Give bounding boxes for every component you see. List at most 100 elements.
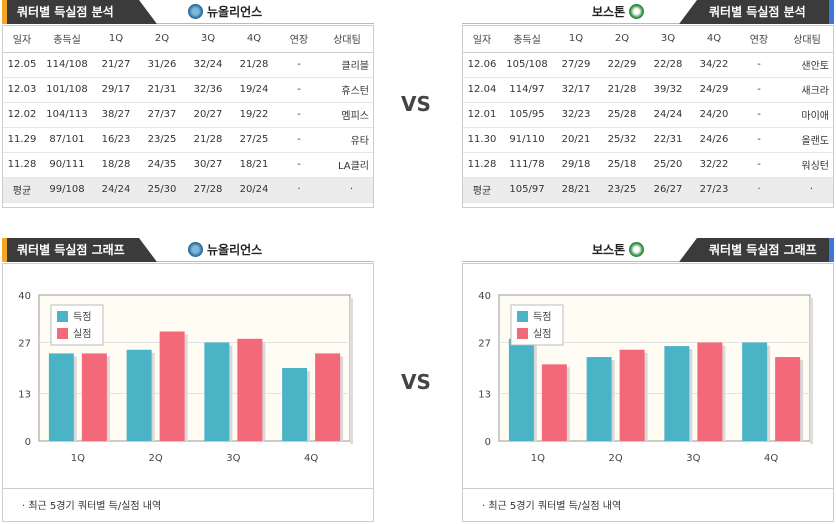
left-graph-header: 쿼터별 득실점 그래프 뉴올리언스	[2, 238, 374, 262]
table-header-cell: 연장	[277, 26, 321, 53]
table-header-cell: 연장	[737, 26, 781, 53]
celtics-logo-icon	[629, 4, 645, 19]
table-cell: 30/27	[185, 152, 231, 178]
table-row: 12.04 114/97 32/17 21/28 39/32 24/29- 새크라	[463, 77, 833, 103]
table-average-cell: 27/28	[185, 177, 231, 203]
bar-scored	[204, 342, 230, 441]
table-cell: 91/110	[501, 127, 553, 153]
right-graph-title: 쿼터별 득실점 그래프	[679, 238, 829, 262]
y-tick-label: 13	[18, 390, 31, 401]
right-quarter-table: 일자 총득실 1Q 2Q 3Q 4Q 연장 상대팀 12.06 105/108 27/29 22/29…	[463, 26, 833, 203]
left-accent-bar	[2, 0, 7, 24]
x-tick-label: 4Q	[764, 453, 778, 464]
table-row: 11.28 90/111 18/28 24/35 30/27 18/21- LA클리	[3, 152, 373, 178]
legend-swatch	[517, 328, 528, 339]
table-header-cell: 1Q	[553, 26, 599, 53]
table-cell: 111/78	[501, 152, 553, 178]
table-row: 11.30 91/110 20/21 25/32 22/31 24/26- 올랜도	[463, 127, 833, 153]
left-team-name: 뉴올리언스	[188, 3, 262, 20]
table-header-cell: 1Q	[93, 26, 139, 53]
table-average-cell: 25/30	[139, 177, 185, 203]
table-average-cell: 평균	[3, 177, 41, 203]
table-cell: 105/95	[501, 102, 553, 128]
table-cell: 11.30	[463, 127, 501, 153]
table-cell: 32/22	[691, 152, 737, 178]
table-row: 12.03 101/108 29/17 21/31 32/36 19/24- 휴스턴	[3, 77, 373, 103]
legend-swatch	[57, 311, 68, 322]
table-cell: 25/32	[599, 127, 645, 153]
left-table-header: 쿼터별 득실점 분석 뉴올리언스	[2, 0, 374, 24]
table-cell: 32/17	[553, 77, 599, 103]
table-average-cell: 23/25	[599, 177, 645, 203]
left-chart-note: · 최근 5경기 쿼터별 득/실점 내역	[22, 501, 162, 512]
table-cell: -	[737, 127, 781, 153]
table-cell: 샌안토	[781, 52, 833, 78]
table-cell: 25/20	[645, 152, 691, 178]
table-average-cell: 99/108	[41, 177, 93, 203]
table-cell: 19/24	[231, 77, 277, 103]
table-cell: 11.28	[463, 152, 501, 178]
table-cell: 25/28	[599, 102, 645, 128]
legend-swatch	[517, 311, 528, 322]
table-cell: -	[737, 102, 781, 128]
right-table-title: 쿼터별 득실점 분석	[679, 0, 829, 24]
y-tick-label: 27	[478, 338, 491, 349]
table-cell: 114/108	[41, 52, 93, 78]
y-tick-label: 13	[478, 390, 491, 401]
right-graph-team-label: 보스톤	[592, 243, 626, 257]
table-average-cell: ·	[321, 177, 373, 203]
table-average-cell: 105/97	[501, 177, 553, 203]
vs-label-bottom: VS	[401, 370, 431, 394]
table-cell: 12.03	[3, 77, 41, 103]
bar-allowed	[775, 357, 801, 441]
table-row: 12.06 105/108 27/29 22/29 22/28 34/22- 샌안토	[463, 52, 833, 78]
table-header-cell: 2Q	[139, 26, 185, 53]
left-table-title: 쿼터별 득실점 분석	[7, 0, 157, 24]
right-graph-accent-bar	[829, 238, 834, 262]
table-cell: 20/27	[185, 102, 231, 128]
table-average-cell: 평균	[463, 177, 501, 203]
table-cell: -	[737, 52, 781, 78]
table-header-cell: 4Q	[231, 26, 277, 53]
legend-label: 실점	[533, 328, 551, 340]
bar-allowed	[81, 353, 107, 441]
table-cell: 11.28	[3, 152, 41, 178]
left-team-label: 뉴올리언스	[207, 5, 263, 19]
x-tick-label: 2Q	[149, 453, 163, 464]
table-cell: 87/101	[41, 127, 93, 153]
table-cell: 104/113	[41, 102, 93, 128]
table-cell: 마이애	[781, 102, 833, 128]
table-cell: 18/28	[93, 152, 139, 178]
table-cell: 101/108	[41, 77, 93, 103]
table-cell: 38/27	[93, 102, 139, 128]
bar-scored	[282, 368, 308, 441]
x-tick-label: 3Q	[226, 453, 240, 464]
x-tick-label: 1Q	[531, 453, 545, 464]
table-average-cell: 28/21	[553, 177, 599, 203]
plot-shadow	[350, 298, 353, 444]
right-team-name: 보스톤	[592, 3, 645, 20]
table-row: 11.28 111/78 29/18 25/18 25/20 32/22- 워싱턴	[463, 152, 833, 178]
table-cell: 34/22	[691, 52, 737, 78]
table-cell: 16/23	[93, 127, 139, 153]
bar-scored	[664, 346, 690, 441]
bar-allowed	[159, 331, 185, 441]
table-header-cell: 3Q	[645, 26, 691, 53]
table-cell: -	[737, 77, 781, 103]
table-cell: 21/28	[185, 127, 231, 153]
right-chart-note: · 최근 5경기 쿼터별 득/실점 내역	[482, 501, 622, 512]
x-tick-label: 3Q	[686, 453, 700, 464]
bar-scored	[586, 357, 612, 441]
table-row: 11.29 87/101 16/23 23/25 21/28 27/25- 유타	[3, 127, 373, 153]
table-cell: 클리블	[321, 52, 373, 78]
table-cell: 90/111	[41, 152, 93, 178]
bar-scored	[508, 338, 534, 441]
table-cell: 올랜도	[781, 127, 833, 153]
table-cell: 휴스턴	[321, 77, 373, 103]
table-cell: 27/25	[231, 127, 277, 153]
table-cell: 11.29	[3, 127, 41, 153]
table-cell: -	[737, 152, 781, 178]
